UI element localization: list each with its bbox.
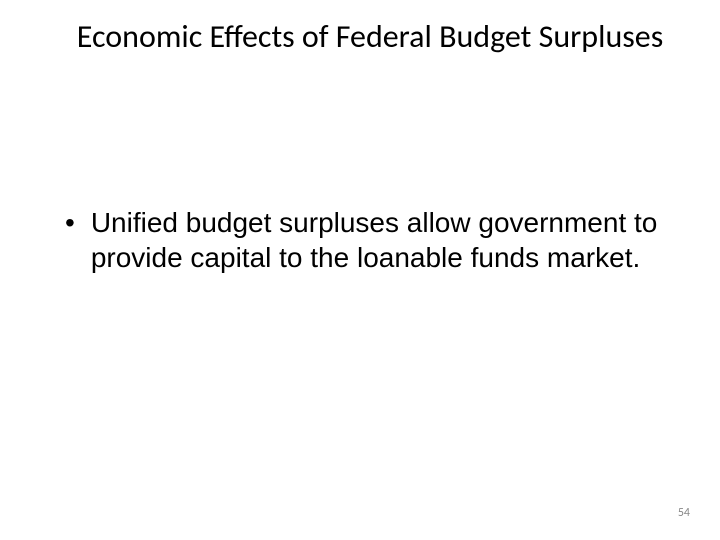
bullet-list: • Unified budget surpluses allow governm… bbox=[65, 205, 660, 275]
bullet-text: Unified budget surpluses allow governmen… bbox=[91, 205, 660, 275]
page-number: 54 bbox=[678, 506, 690, 520]
slide-title: Economic Effects of Federal Budget Surpl… bbox=[60, 18, 680, 56]
bullet-marker: • bbox=[65, 205, 75, 240]
bullet-item: • Unified budget surpluses allow governm… bbox=[65, 205, 660, 275]
